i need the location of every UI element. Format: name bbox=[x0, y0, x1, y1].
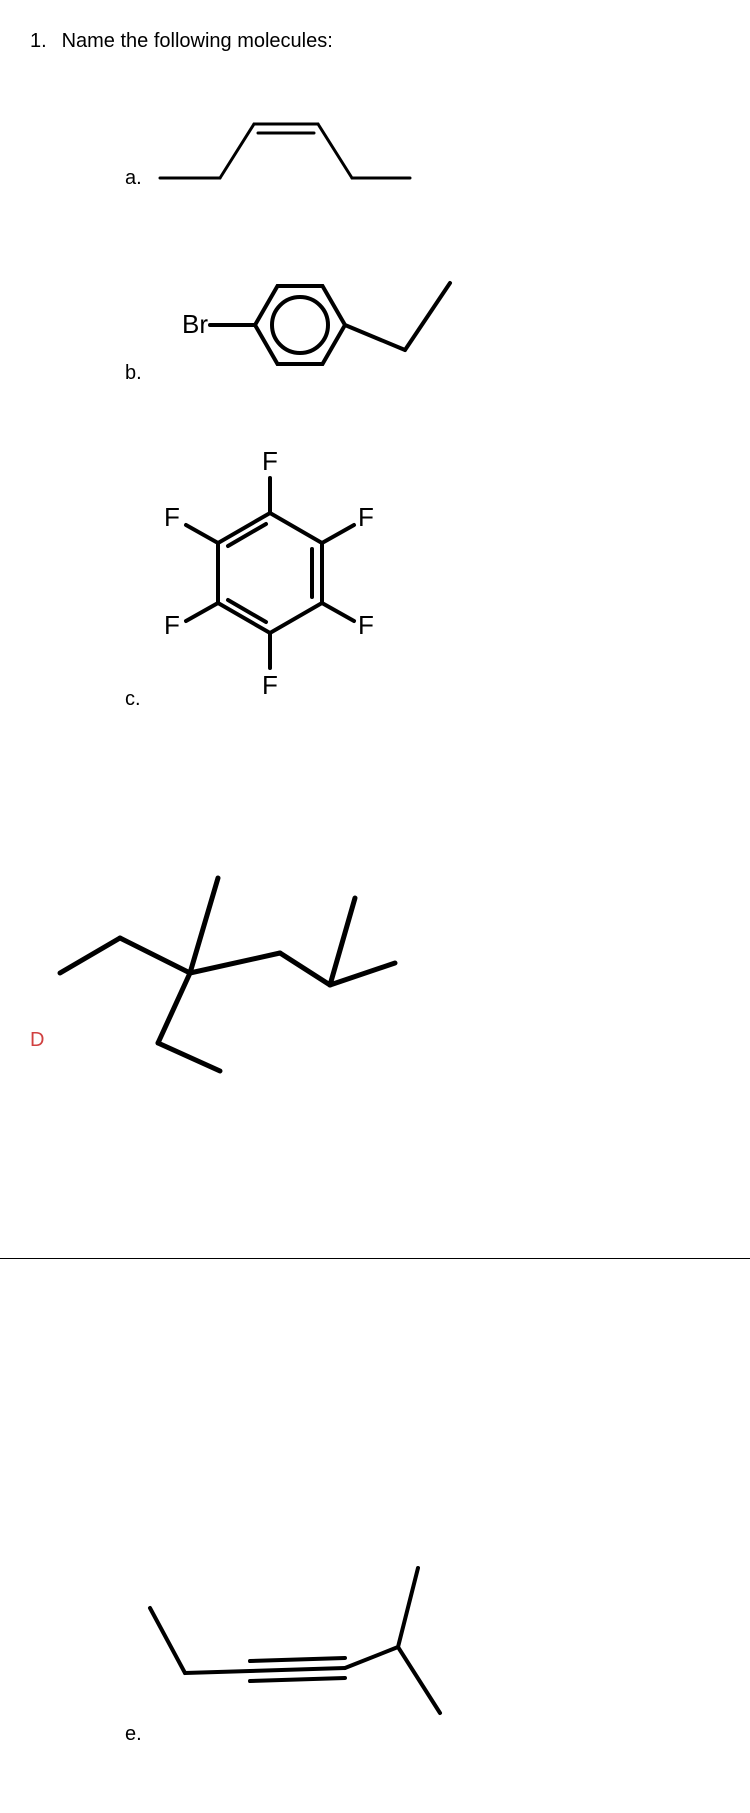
atom-label-f-bot: F bbox=[262, 670, 278, 700]
molecule-b: Br bbox=[150, 243, 470, 393]
atom-label-f-ur: F bbox=[358, 502, 374, 532]
molecule-a bbox=[150, 103, 420, 193]
molecule-e bbox=[130, 1453, 460, 1743]
question-header: 1. Name the following molecules: bbox=[30, 30, 730, 53]
atom-label-f-top: F bbox=[262, 446, 278, 476]
item-label-d: D bbox=[30, 1029, 44, 1052]
molecule-d bbox=[50, 823, 410, 1083]
atom-label-f-ul: F bbox=[164, 502, 180, 532]
diagram-container: a. b. Br c. bbox=[30, 83, 730, 1783]
question-number: 1. bbox=[30, 30, 56, 53]
item-label-c: c. bbox=[125, 688, 141, 711]
item-label-a: a. bbox=[125, 167, 142, 190]
atom-label-f-ll: F bbox=[164, 610, 180, 640]
page-divider bbox=[0, 1258, 750, 1259]
atom-label-br: Br bbox=[182, 309, 208, 339]
atom-label-f-lr: F bbox=[358, 610, 374, 640]
question-prompt: Name the following molecules: bbox=[62, 30, 333, 52]
molecule-c: F F F F F F bbox=[140, 428, 400, 718]
item-label-b: b. bbox=[125, 362, 142, 385]
